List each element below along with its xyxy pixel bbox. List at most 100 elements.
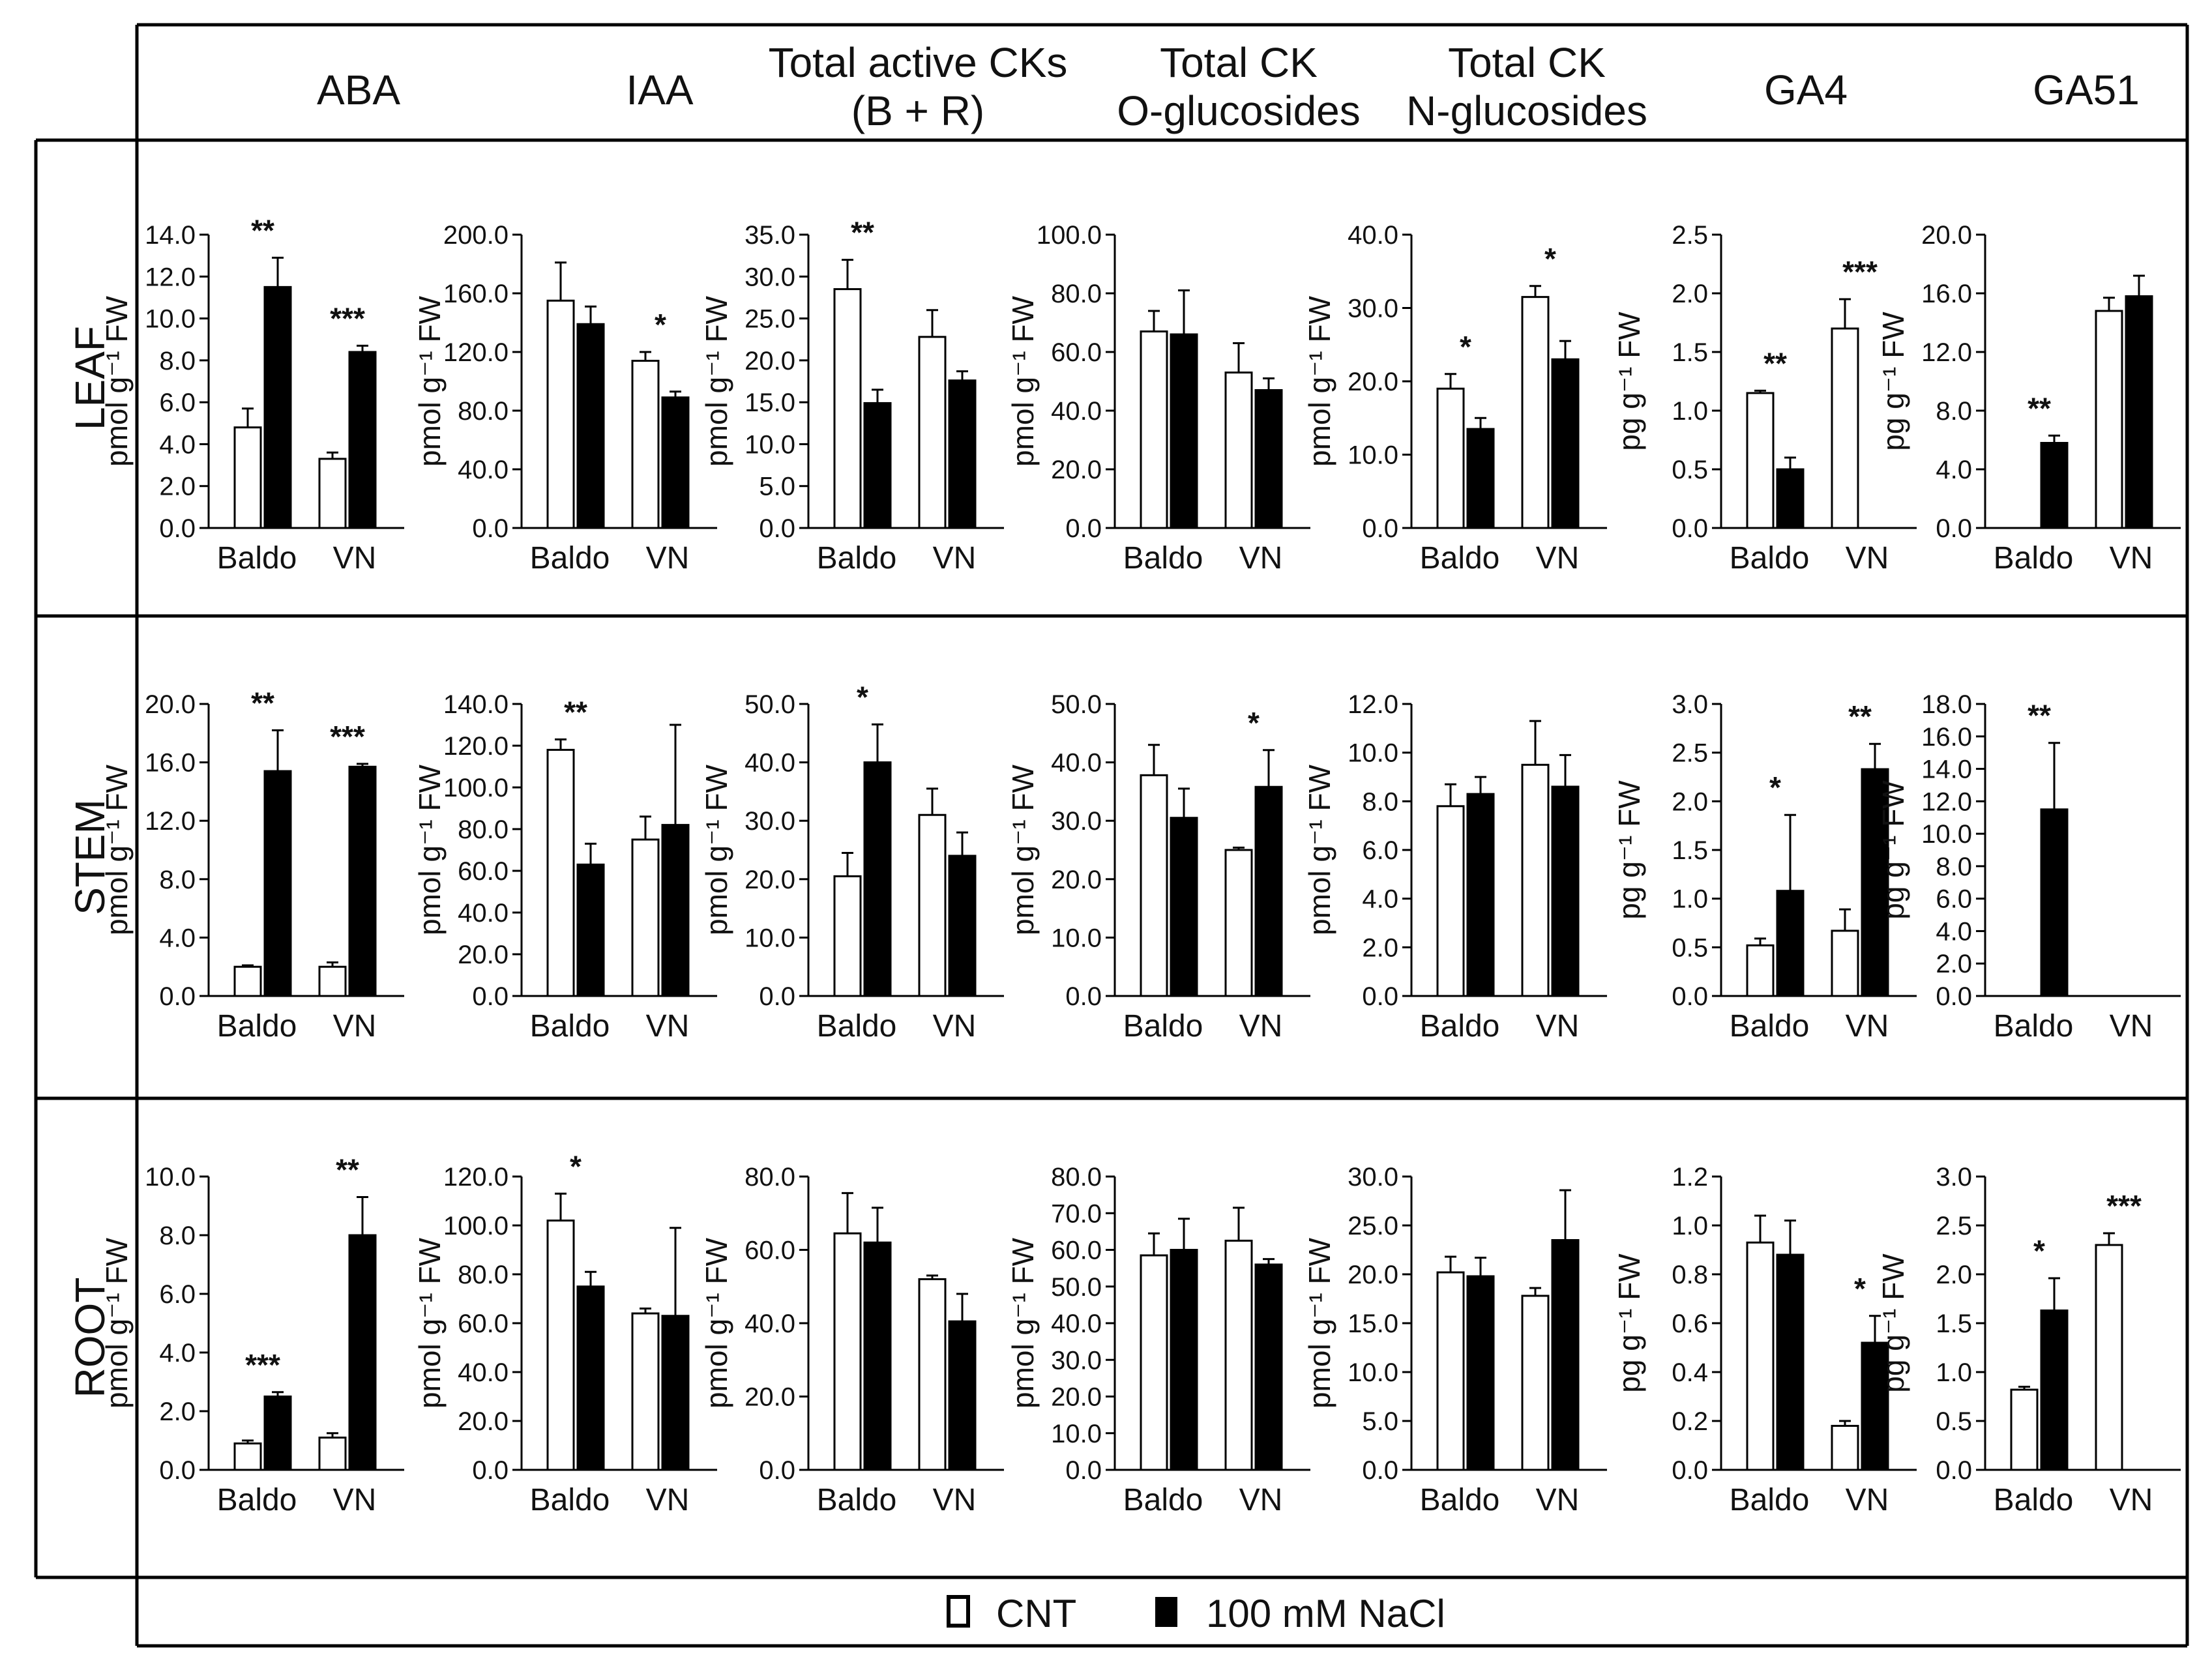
y-tick-label: 0.0 [1362, 514, 1398, 543]
significance-marker: * [1460, 330, 1471, 364]
bar-nacl [1551, 358, 1580, 529]
bar-cnt [1521, 763, 1550, 997]
y-tick-label: 0.0 [159, 514, 196, 543]
y-tick-label: 50.0 [1051, 690, 1102, 719]
bar-nacl [1466, 1275, 1495, 1471]
significance-marker: ** [564, 695, 587, 729]
bar-nacl [1861, 768, 1889, 997]
row-headers: LEAF STEM ROOT [66, 326, 113, 1397]
y-axis-title: pmol g⁻¹ FW [100, 764, 134, 935]
y-tick-label: 0.0 [472, 982, 509, 1011]
y-tick-label: 2.0 [1672, 280, 1708, 308]
y-tick-label: 80.0 [458, 397, 509, 426]
y-tick-label: 16.0 [145, 749, 196, 778]
significance-marker: * [1544, 242, 1556, 276]
bar-cnt [918, 813, 947, 997]
y-tick-label: 80.0 [745, 1163, 795, 1192]
significance-marker: * [1248, 706, 1260, 740]
chart-panel-leaf-6: 0.0 4.0 8.0 12.0 16.0 20.0 pg g⁻¹ FW Baldo VN ** [1876, 221, 2181, 576]
bar-nacl [948, 1320, 977, 1471]
bar-nacl [1861, 1341, 1889, 1471]
y-tick-label: 40.0 [1051, 397, 1102, 426]
y-axis-title: pmol g⁻¹ FW [413, 764, 447, 935]
y-tick-label: 2.0 [1936, 950, 1972, 978]
bar-cnt [1521, 296, 1550, 529]
y-tick-label: 0.5 [1672, 456, 1708, 484]
y-tick-label: 25.0 [745, 305, 795, 334]
bar-cnt [2095, 310, 2123, 529]
y-tick-label: 1.5 [1672, 338, 1708, 367]
y-tick-label: 140.0 [443, 690, 509, 719]
y-tick-label: 30.0 [745, 807, 795, 836]
x-tick-label: VN [1536, 1483, 1580, 1517]
bar-nacl [2040, 442, 2069, 529]
y-tick-label: 10.0 [1348, 1358, 1398, 1387]
y-tick-label: 0.0 [759, 982, 795, 1011]
significance-marker: ** [336, 1153, 359, 1187]
y-tick-label: 60.0 [1051, 338, 1102, 367]
y-tick-label: 80.0 [1051, 1163, 1102, 1192]
legend: CNT 100 mM NaCl [947, 1592, 1445, 1635]
x-tick-label: VN [1239, 1009, 1283, 1044]
y-tick-label: 30.0 [1051, 1346, 1102, 1375]
y-tick-label: 20.0 [745, 866, 795, 894]
bar-nacl [1254, 389, 1283, 529]
y-tick-label: 10.0 [1051, 1420, 1102, 1448]
y-tick-label: 0.0 [1065, 1456, 1102, 1485]
column-header-o-glucosides: Total CK [1160, 39, 1318, 86]
bar-nacl [661, 824, 690, 997]
y-axis-title: pmol g⁻¹ FW [413, 295, 447, 467]
x-tick-label: Baldo [1994, 541, 2074, 576]
bar-cnt [1436, 805, 1465, 997]
grid-frame [34, 23, 2189, 1648]
y-tick-label: 30.0 [1348, 295, 1398, 323]
y-tick-label: 5.0 [759, 473, 795, 501]
chart-panel-stem-2: 0.0 10.0 20.0 30.0 40.0 50.0 pmol g⁻¹ FW Baldo V… [700, 680, 1004, 1044]
bar-cnt [1436, 387, 1465, 529]
y-axis-title: pmol g⁻¹ FW [700, 1237, 733, 1409]
x-tick-label: VN [1846, 1009, 1889, 1044]
y-tick-label: 3.0 [1672, 690, 1708, 719]
y-tick-label: 0.4 [1672, 1358, 1708, 1387]
x-tick-label: VN [1536, 541, 1580, 576]
bar-cnt [318, 458, 347, 529]
bar-nacl [1170, 333, 1198, 529]
x-tick-label: Baldo [1730, 541, 1810, 576]
significance-marker: *** [245, 1348, 280, 1382]
y-tick-label: 8.0 [159, 347, 196, 375]
bar-cnt [1140, 330, 1168, 529]
bar-cnt [918, 1278, 947, 1471]
chart-panel-root-4: 0.0 5.0 10.0 15.0 20.0 25.0 30.0 pmol g⁻¹ FW Bal… [1303, 1163, 1607, 1517]
bar-cnt [1224, 849, 1253, 997]
y-tick-label: 2.0 [159, 473, 196, 501]
significance-marker: ** [1848, 699, 1872, 733]
bar-cnt [1521, 1295, 1550, 1471]
bar-cnt [318, 1437, 347, 1471]
x-tick-label: VN [933, 541, 977, 576]
y-tick-label: 20.0 [458, 1407, 509, 1436]
x-tick-label: Baldo [1730, 1009, 1810, 1044]
chart-panel-stem-1: 0.0 20.0 40.0 60.0 80.0 100.0 120.0 140.0 pmol g… [413, 690, 717, 1044]
y-tick-label: 60.0 [458, 857, 509, 886]
bar-nacl [948, 379, 977, 529]
y-tick-label: 40.0 [745, 749, 795, 778]
y-tick-label: 12.0 [1348, 690, 1398, 719]
y-tick-label: 0.0 [159, 1456, 196, 1485]
y-tick-label: 35.0 [745, 221, 795, 250]
row-header-leaf: LEAF [66, 326, 113, 430]
y-tick-label: 20.0 [745, 1383, 795, 1412]
y-axis-title: pmol g⁻¹ FW [1006, 764, 1040, 935]
y-tick-label: 8.0 [159, 1222, 196, 1250]
y-tick-label: 0.0 [759, 514, 795, 543]
bar-nacl [1776, 890, 1805, 997]
y-tick-label: 50.0 [1051, 1273, 1102, 1302]
bar-nacl [2040, 808, 2069, 997]
x-tick-label: Baldo [530, 541, 610, 576]
x-tick-label: VN [333, 1483, 377, 1517]
bar-cnt [1140, 774, 1168, 997]
y-tick-label: 0.0 [1362, 1456, 1398, 1485]
y-axis-title: pmol g⁻¹ FW [413, 1237, 447, 1409]
y-tick-label: 60.0 [745, 1236, 795, 1265]
